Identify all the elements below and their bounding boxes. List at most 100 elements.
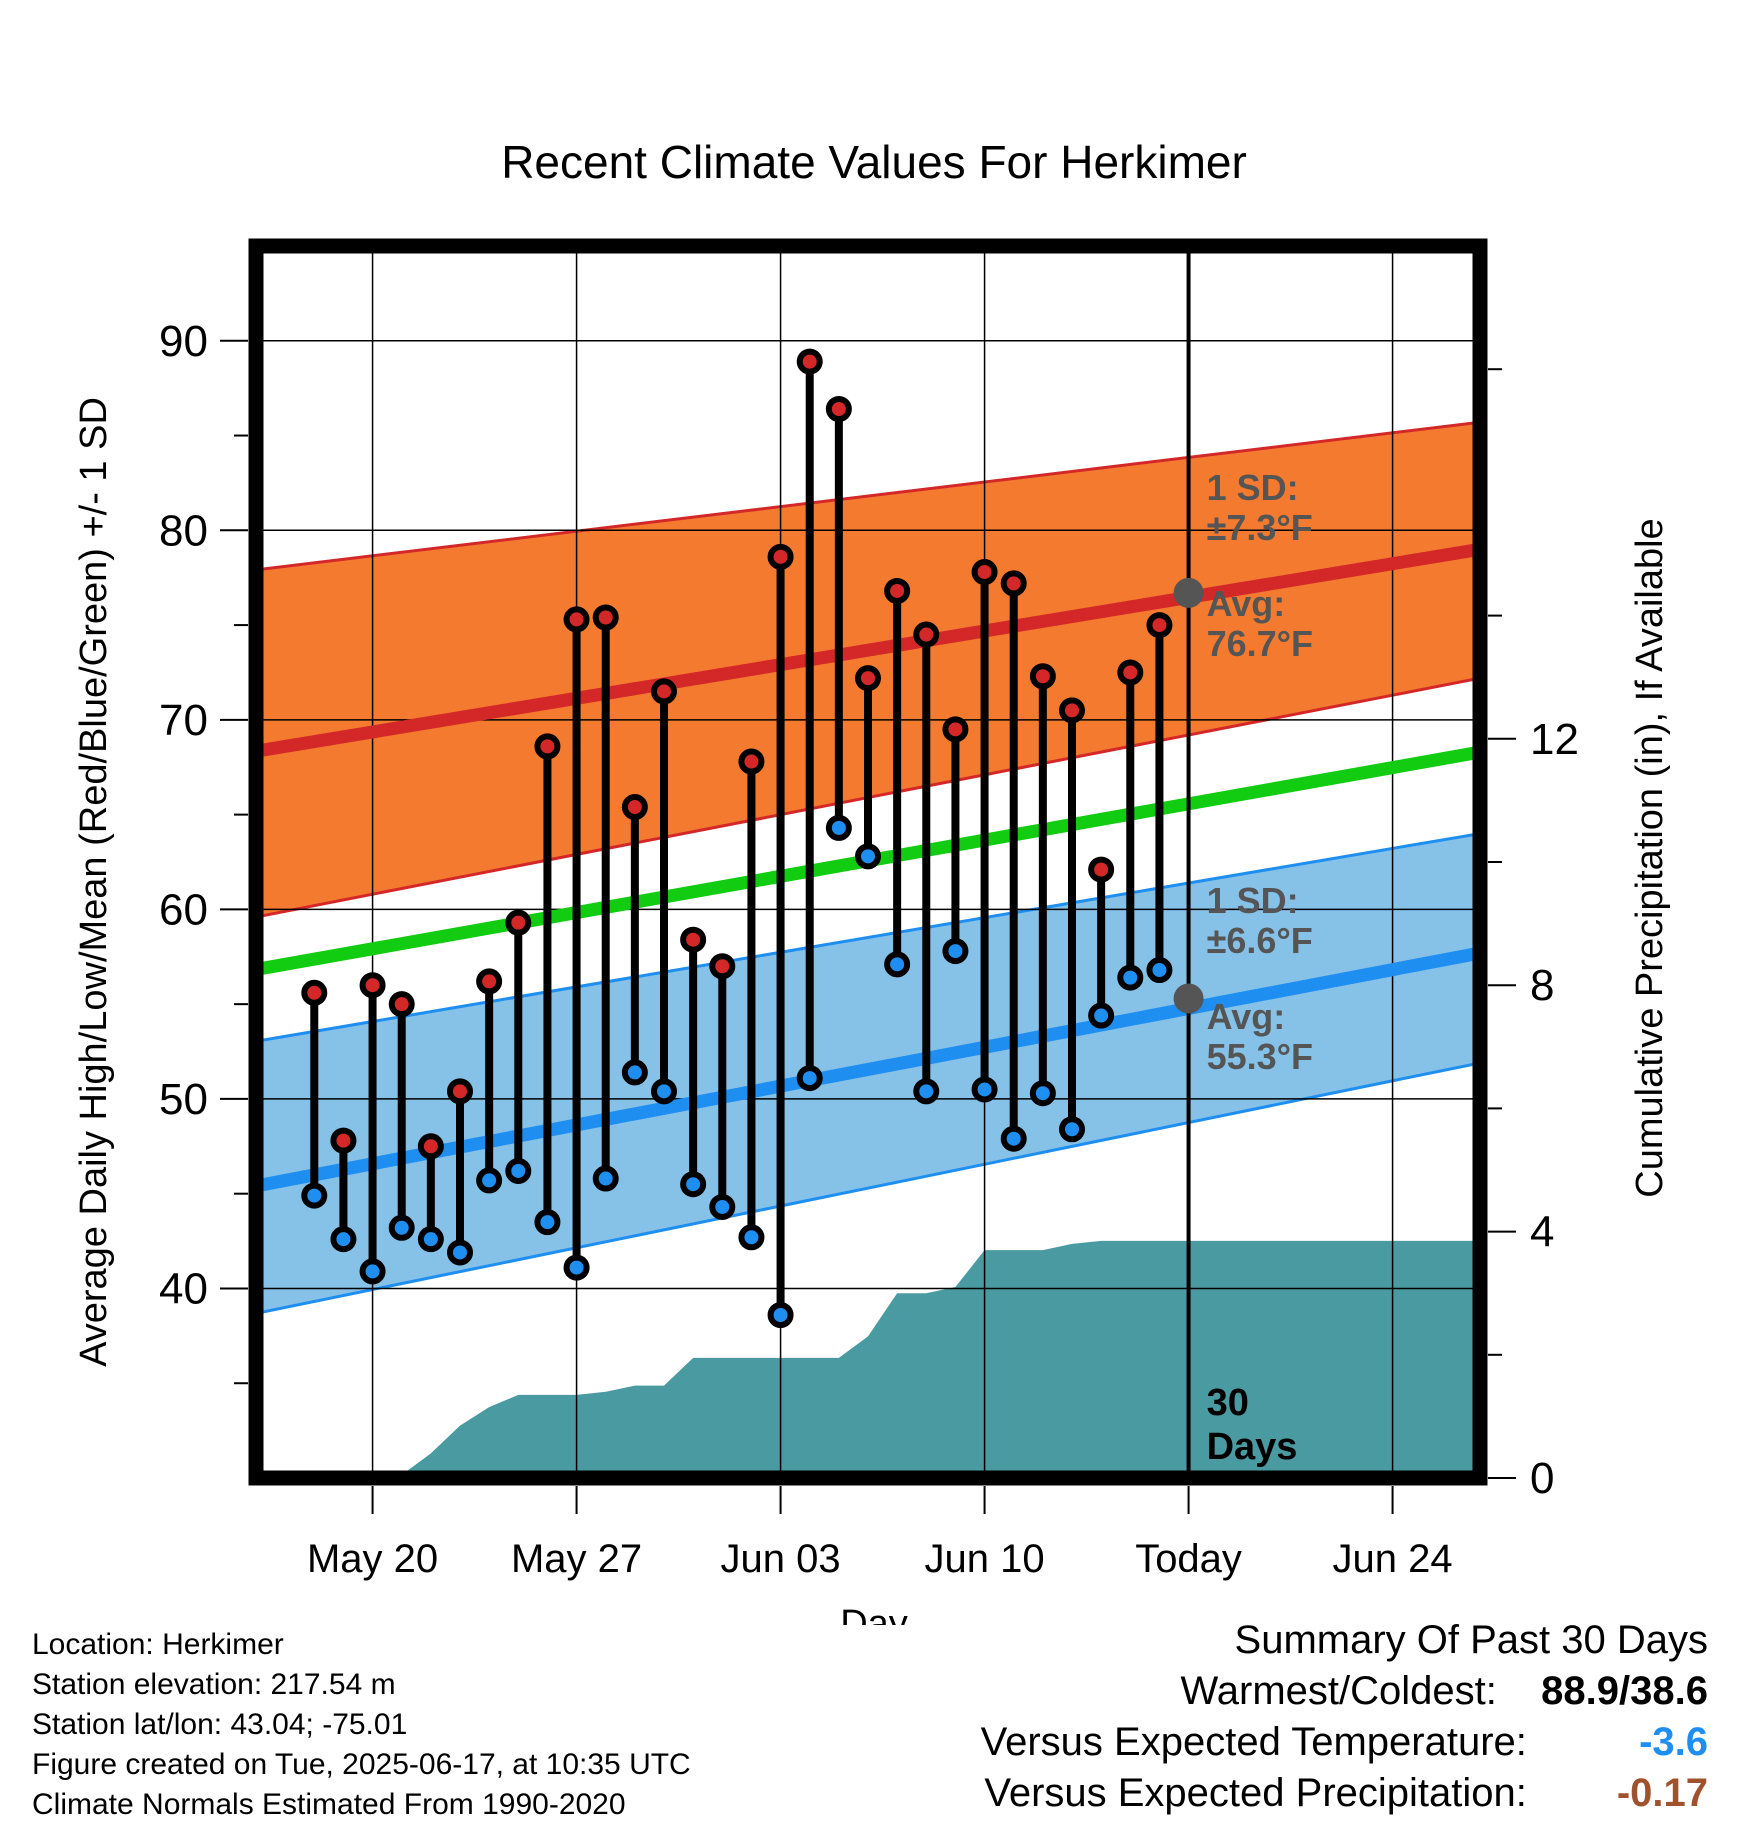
- daily-low-point: [1117, 964, 1144, 991]
- created-text: Figure created on Tue, 2025-06-17, at 10…: [32, 1748, 691, 1781]
- daily-low-point: [592, 1165, 619, 1192]
- daily-high-point: [1000, 570, 1027, 597]
- chart-title: Recent Climate Values For Herkimer: [501, 136, 1247, 188]
- daily-high-point: [855, 665, 881, 692]
- plot-clipped: [256, 246, 1480, 1478]
- high-sd-annotation-line: 1 SD:: [1207, 467, 1299, 508]
- location-text: Location: Herkimer: [32, 1628, 284, 1661]
- daily-low-point: [767, 1301, 794, 1328]
- plot-frame: [248, 238, 1488, 1486]
- daily-high-point: [825, 396, 852, 423]
- daily-low-point: [680, 1171, 707, 1198]
- low-sd-annotation-line: ±6.6°F: [1207, 920, 1313, 961]
- low-avg-annotation-line: Avg:: [1207, 996, 1286, 1037]
- daily-low-point: [1029, 1080, 1056, 1107]
- y-tick-label: 60: [159, 885, 208, 934]
- normals-text: Climate Normals Estimated From 1990-2020: [32, 1788, 626, 1821]
- y2-tick-label: 4: [1530, 1208, 1554, 1257]
- daily-low-point: [884, 951, 911, 978]
- y2-tick-label: 0: [1530, 1454, 1554, 1503]
- daily-low-point: [563, 1254, 590, 1281]
- daily-high-point: [476, 968, 503, 995]
- low-sd-annotation: 1 SD: ±6.6°F: [1207, 880, 1313, 961]
- warm-cold-value: 88.9/38.6: [1541, 1669, 1708, 1713]
- x-tick-label: May 27: [511, 1537, 642, 1581]
- daily-high-point: [709, 953, 736, 980]
- daily-low-point: [330, 1226, 357, 1253]
- daily-low-point: [1146, 957, 1173, 984]
- daily-high-point: [884, 577, 911, 604]
- x-tick-label: Jun 03: [721, 1537, 841, 1581]
- x-tick-label: Today: [1135, 1537, 1242, 1581]
- x-tick-label: Jun 10: [925, 1537, 1045, 1581]
- station-info: Location: Herkimer Station elevation: 21…: [32, 1625, 691, 1825]
- today-low-avg-marker: [1173, 983, 1204, 1014]
- daily-low-point: [942, 938, 969, 965]
- daily-high-point: [621, 794, 648, 821]
- daily-high-point: [505, 909, 532, 936]
- daily-low-point: [621, 1059, 648, 1086]
- temp-value: -3.6: [1639, 1720, 1708, 1764]
- daily-high-point: [388, 991, 415, 1018]
- x-axis-label: Day: [840, 1603, 908, 1625]
- y-tick-label: 40: [159, 1264, 208, 1313]
- daily-high-point: [767, 543, 794, 570]
- daily-low-point: [359, 1258, 386, 1285]
- y2-tick-label: 8: [1530, 961, 1554, 1010]
- daily-high-point: [738, 748, 765, 775]
- daily-high-point: [447, 1078, 473, 1105]
- daily-high-point: [942, 716, 969, 743]
- y-axis-label: Average Daily High/Low/Mean (Red/Blue/Gr…: [73, 397, 115, 1367]
- window-label-line: Days: [1207, 1426, 1298, 1468]
- daily-low-point: [738, 1224, 765, 1251]
- daily-low-point: [476, 1167, 503, 1194]
- daily-low-point: [447, 1239, 473, 1266]
- y-tick-label: 90: [159, 317, 208, 366]
- summary-title: Summary Of Past 30 Days: [1234, 1618, 1708, 1662]
- precip-value: -0.17: [1616, 1771, 1708, 1815]
- daily-low-point: [1059, 1116, 1085, 1143]
- y-tick-label: 70: [159, 696, 208, 745]
- precip-area: [343, 1240, 1480, 1478]
- summary-precip: Versus Expected Precipitation: -0.17: [981, 1768, 1708, 1819]
- daily-low-point: [855, 843, 881, 870]
- y2-tick-label: 12: [1530, 715, 1579, 764]
- low-avg-annotation-line: 55.3°F: [1207, 1036, 1313, 1077]
- summary-warm-cold: Warmest/Coldest: 88.9/38.6: [981, 1666, 1709, 1717]
- daily-low-point: [505, 1157, 532, 1184]
- high-avg-annotation-line: Avg:: [1207, 583, 1286, 624]
- temp-label: Versus Expected Temperature:: [980, 1720, 1527, 1764]
- low-sd-annotation-line: 1 SD:: [1207, 880, 1299, 921]
- daily-high-point: [971, 559, 998, 586]
- summary-temp: Versus Expected Temperature: -3.6: [981, 1717, 1708, 1768]
- daily-high-point: [1029, 663, 1056, 690]
- daily-high-point: [534, 733, 561, 760]
- daily-high-point: [417, 1133, 444, 1160]
- daily-low-point: [1088, 1002, 1115, 1029]
- daily-low-point: [1000, 1125, 1027, 1152]
- x-tick-label: Jun 24: [1333, 1537, 1453, 1581]
- high-avg-annotation-line: 76.7°F: [1207, 623, 1313, 664]
- daily-high-point: [1059, 697, 1085, 724]
- daily-low-point: [301, 1182, 328, 1209]
- high-sd-annotation: 1 SD: ±7.3°F: [1207, 467, 1313, 548]
- summary-panel: Summary Of Past 30 Days Warmest/Coldest:…: [981, 1615, 1708, 1819]
- daily-high-point: [301, 979, 328, 1006]
- y-tick-label: 80: [159, 506, 208, 555]
- daily-high-point: [651, 678, 677, 705]
- daily-low-point: [651, 1078, 677, 1105]
- daily-low-point: [825, 814, 852, 841]
- daily-low-point: [796, 1065, 823, 1092]
- high-avg-line: [256, 542, 1480, 758]
- high-avg-annotation: Avg: 76.7°F: [1207, 583, 1313, 664]
- daily-high-point: [1117, 659, 1144, 686]
- daily-low-point: [417, 1226, 444, 1253]
- daily-high-point: [592, 604, 619, 631]
- low-upper-edge: [256, 832, 1480, 1043]
- daily-low-point: [388, 1214, 415, 1241]
- daily-high-point: [1146, 612, 1173, 639]
- daily-high-point: [563, 606, 590, 633]
- low-lower-edge: [256, 1061, 1480, 1315]
- daily-low-point: [971, 1076, 998, 1103]
